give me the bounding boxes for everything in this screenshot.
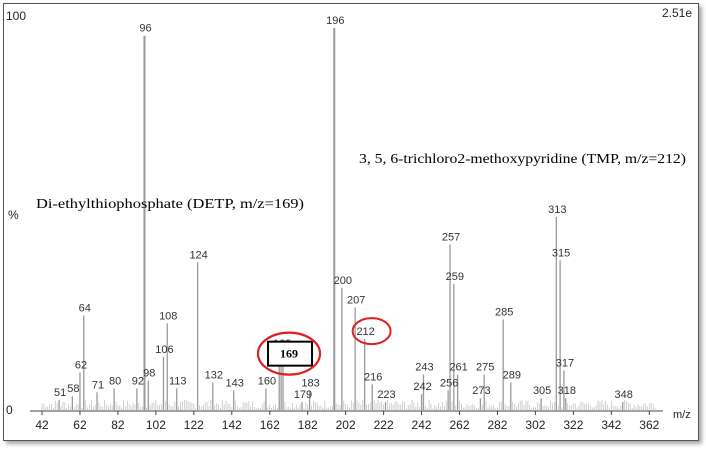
peak-label-216: 216 [364, 371, 382, 383]
peak-label-160: 160 [258, 375, 276, 387]
peak-label-313: 313 [548, 204, 566, 216]
peak-label-51: 51 [54, 387, 66, 399]
peak-label-285: 285 [495, 306, 513, 318]
peak-label-257: 257 [442, 232, 460, 244]
x-tick-222: 222 [374, 418, 394, 432]
y-tick-100: 100 [6, 9, 26, 23]
x-tick-162: 162 [260, 418, 280, 432]
highlight-ellipse-169 [256, 331, 322, 376]
x-tick-42: 42 [35, 418, 49, 432]
peak-label-289: 289 [503, 369, 521, 381]
peak-label-256: 256 [440, 377, 458, 389]
x-tick-302: 302 [525, 418, 545, 432]
peak-label-64: 64 [79, 302, 91, 314]
x-tick-242: 242 [412, 418, 432, 432]
label-box-169 [267, 340, 314, 367]
peak-label-108: 108 [159, 310, 177, 322]
peak-label-243: 243 [415, 362, 433, 374]
peak-label-207: 207 [347, 295, 365, 307]
peak-label-223: 223 [377, 389, 395, 401]
x-tick-202: 202 [336, 418, 356, 432]
peak-label-242: 242 [413, 381, 431, 393]
spectrum-figure [3, 3, 699, 441]
peak-label-317: 317 [556, 358, 574, 370]
peak-label-62: 62 [75, 360, 87, 372]
peak-label-80: 80 [109, 375, 121, 387]
peak-label-196: 196 [326, 15, 344, 27]
peak-label-58: 58 [67, 383, 79, 395]
x-tick-282: 282 [487, 418, 507, 432]
peak-label-261: 261 [449, 362, 467, 374]
peak-label-259: 259 [446, 271, 464, 283]
x-tick-102: 102 [146, 418, 166, 432]
x-axis-label: m/z [673, 409, 691, 421]
peak-label-183: 183 [301, 377, 319, 389]
max-intensity-label: 2.51e [662, 6, 692, 20]
x-tick-82: 82 [111, 418, 125, 432]
highlight-marks: 169 [256, 317, 392, 376]
peak-label-71: 71 [92, 379, 104, 391]
y-tick-labels: 0 100 [6, 9, 26, 417]
peak-label-212: 212 [356, 326, 374, 338]
y-tick-0: 0 [6, 403, 13, 417]
peak-bars [58, 27, 624, 410]
x-tick-122: 122 [184, 418, 204, 432]
peak-label-305: 305 [533, 385, 551, 397]
x-tick-322: 322 [563, 418, 583, 432]
x-tick-362: 362 [639, 418, 659, 432]
peak-label-143: 143 [226, 377, 244, 389]
peak-label-132: 132 [205, 369, 223, 381]
peak-label-106: 106 [155, 344, 173, 356]
peak-label-273: 273 [472, 385, 490, 397]
x-tick-262: 262 [450, 418, 470, 432]
peak-label-318: 318 [558, 385, 576, 397]
peak-label-179: 179 [294, 389, 312, 401]
peak-label-315: 315 [552, 247, 570, 259]
peak-label-98: 98 [143, 367, 155, 379]
peak-label-113: 113 [169, 375, 187, 387]
x-tick-142: 142 [222, 418, 242, 432]
background-noise-peaks [41, 399, 656, 410]
x-tick-342: 342 [601, 418, 621, 432]
peak-label-124: 124 [189, 249, 207, 261]
peak-label-200: 200 [334, 275, 352, 287]
highlight-ellipse-212 [351, 317, 392, 346]
peak-label-348: 348 [615, 389, 633, 401]
tmp-annotation: 3, 5, 6-trichloro2-methoxypyridine (TMP,… [359, 152, 686, 167]
peak-label-275: 275 [476, 362, 494, 374]
x-tick-62: 62 [73, 418, 87, 432]
boxed-label-169: 169 [280, 347, 298, 361]
x-tick-182: 182 [298, 418, 318, 432]
peak-label-96: 96 [139, 23, 151, 35]
detp-annotation: Di-ethylthiophosphate (DETP, m/z=169) [36, 197, 304, 212]
y-axis-label: % [8, 208, 19, 222]
peak-label-92: 92 [132, 375, 144, 387]
x-tick-labels: 42 62 82 102 122 142 162 182 202 222 242 262 282 302 3… [35, 411, 660, 432]
